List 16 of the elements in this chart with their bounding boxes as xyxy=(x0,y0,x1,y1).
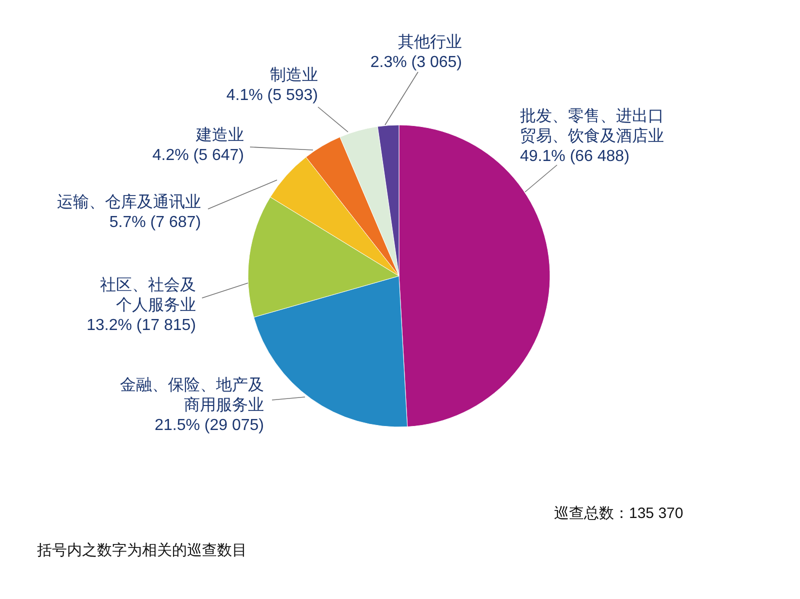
data-label: 4.2% (5 647) xyxy=(152,147,244,164)
slice-label: 其他行业 xyxy=(398,33,462,51)
data-label: 4.1% (5 593) xyxy=(226,87,318,104)
text: 括号内之数字为相关的巡查数目 xyxy=(37,542,247,559)
slice-label: 运输、仓库及通讯业 xyxy=(57,193,201,211)
slice-label: 建造业 xyxy=(195,126,244,144)
data-label: 21.5% (29 075) xyxy=(154,417,264,434)
data-label: 13.2% (17 815) xyxy=(86,317,196,334)
data-label: 5.7% (7 687) xyxy=(109,214,201,231)
data-label: 2.3% (3 065) xyxy=(370,54,462,71)
slice-label: 社区、社会及个人服务业 xyxy=(100,276,196,314)
slice-label: 金融、保险、地产及商用服务业 xyxy=(120,376,264,414)
slice-label: 批发、零售、进出口贸易、饮食及酒店业 xyxy=(520,107,664,145)
text: 巡查总数：135 370 xyxy=(554,505,684,522)
slice-label: 制造业 xyxy=(270,66,318,84)
data-label: 49.1% (66 488) xyxy=(520,148,630,165)
